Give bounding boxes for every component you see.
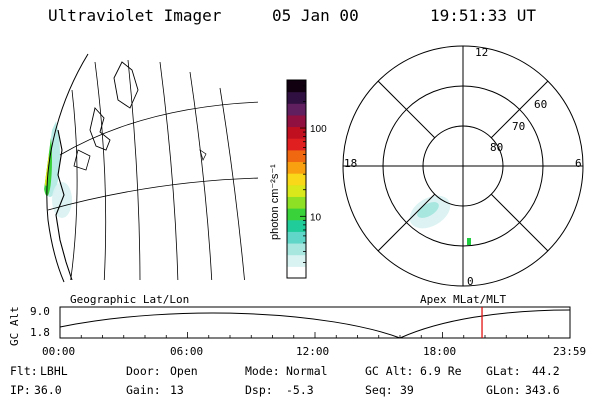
glon-label: GLon: bbox=[486, 383, 521, 397]
polar-aurora-spot bbox=[467, 238, 471, 245]
gc-alt-label: GC Alt: bbox=[365, 364, 414, 378]
colorbar-swatch bbox=[287, 208, 306, 221]
timeline-right-title: Apex MLat/MLT bbox=[420, 293, 507, 306]
filter-label: Flt: bbox=[10, 364, 38, 378]
glon-value: 343.6 bbox=[525, 383, 560, 397]
polar-mlat-mlt-plot bbox=[342, 45, 584, 287]
glat-label: GLat: bbox=[486, 364, 521, 378]
y-tick-1-8: 1.8 bbox=[30, 326, 50, 339]
mlt-label-0: 0 bbox=[467, 275, 474, 288]
x-tick-0000: 00:00 bbox=[42, 345, 76, 358]
small-island bbox=[199, 149, 207, 161]
instrument-title: Ultraviolet Imager bbox=[48, 6, 222, 25]
color-bar: 10 100 bbox=[286, 79, 327, 279]
orbit-timeline bbox=[59, 306, 571, 339]
colorbar-swatch bbox=[287, 149, 306, 163]
filter-value: LBHL bbox=[40, 364, 68, 378]
dsp-value: -5.3 bbox=[286, 383, 314, 397]
colorbar-tick-label: 100 bbox=[310, 124, 327, 135]
door-value: Open bbox=[170, 364, 198, 378]
x-tick-0600: 06:00 bbox=[170, 345, 204, 358]
dsp-label: Dsp: bbox=[245, 383, 273, 397]
seq-label: Seq: bbox=[365, 383, 393, 397]
coastline bbox=[55, 129, 73, 280]
polar-aurora-core bbox=[417, 202, 439, 218]
y-tick-9: 9.0 bbox=[30, 305, 50, 318]
colorbar-swatch bbox=[287, 80, 306, 93]
geographic-map-panel bbox=[40, 53, 258, 283]
colorbar-swatch bbox=[287, 184, 306, 197]
door-label: Door: bbox=[126, 364, 161, 378]
colorbar-swatch bbox=[287, 219, 306, 232]
polar-diagonal bbox=[377, 193, 436, 252]
colorbar-swatch bbox=[287, 103, 306, 116]
colorbar-label: photon cm⁻²s⁻¹ bbox=[269, 164, 281, 240]
mlat-label-70: 70 bbox=[512, 120, 526, 133]
ip-value: 36.0 bbox=[34, 383, 62, 397]
colorbar-swatch bbox=[287, 138, 306, 151]
colorbar-tick-label: 10 bbox=[310, 212, 322, 223]
colorbar-swatch bbox=[287, 254, 306, 267]
x-tick-1800: 18:00 bbox=[423, 345, 457, 358]
gc-alt-value: 6.9 Re bbox=[420, 364, 462, 378]
orbit-altitude-curve bbox=[59, 309, 571, 339]
image-date: 05 Jan 00 bbox=[272, 6, 359, 25]
colorbar-frame bbox=[286, 79, 307, 279]
colorbar-swatch bbox=[287, 91, 306, 104]
colorbar-swatch bbox=[287, 266, 306, 279]
timeline-left-title: Geographic Lat/Lon bbox=[70, 293, 190, 306]
gain-value: 13 bbox=[170, 383, 184, 397]
mode-value: Normal bbox=[286, 364, 328, 378]
island-outline bbox=[89, 107, 111, 151]
glat-value: 44.2 bbox=[532, 364, 560, 378]
mlat-label-80: 80 bbox=[490, 141, 504, 154]
polar-diagonal bbox=[490, 193, 549, 252]
seq-value: 39 bbox=[400, 383, 414, 397]
mlat-label-60: 60 bbox=[534, 98, 548, 111]
island-outline-2 bbox=[73, 149, 91, 171]
mlt-label-6: 6 bbox=[575, 157, 582, 170]
polar-diagonal bbox=[377, 80, 436, 139]
mlt-label-18: 18 bbox=[344, 157, 358, 170]
meridian-grid bbox=[47, 59, 258, 280]
ip-label: IP: bbox=[10, 383, 31, 397]
colorbar-swatch bbox=[287, 243, 306, 256]
mode-label: Mode: bbox=[245, 364, 280, 378]
colorbar-swatch bbox=[287, 126, 306, 139]
x-tick-2359: 23:59 bbox=[553, 345, 587, 358]
colorbar-swatch bbox=[287, 231, 306, 244]
colorbar-swatch bbox=[287, 114, 306, 128]
colorbar-swatch bbox=[287, 173, 306, 186]
colorbar-swatch bbox=[287, 196, 306, 209]
x-tick-1200: 12:00 bbox=[296, 345, 330, 358]
colorbar-swatch bbox=[287, 161, 306, 174]
polar-diagonal bbox=[490, 80, 549, 139]
timeline-axis-label: GC Alt bbox=[8, 306, 21, 346]
earth-limb bbox=[46, 53, 89, 283]
gain-label: Gain: bbox=[126, 383, 161, 397]
image-time: 19:51:33 UT bbox=[430, 6, 536, 25]
mlt-label-12: 12 bbox=[475, 46, 489, 59]
landmass-outline bbox=[113, 61, 139, 109]
